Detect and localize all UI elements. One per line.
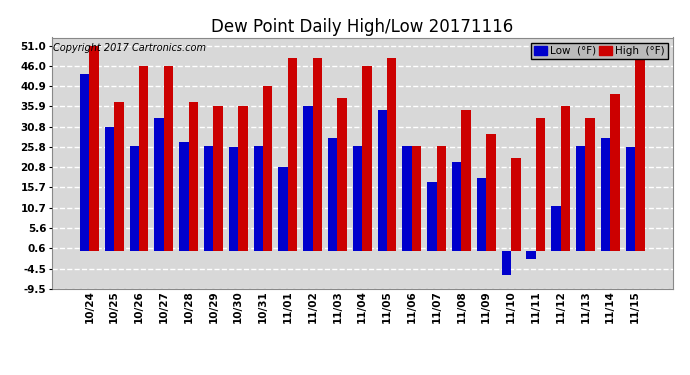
- Bar: [536, 118, 545, 250]
- Bar: [477, 178, 486, 251]
- Bar: [115, 102, 124, 250]
- Bar: [90, 45, 99, 251]
- Bar: [387, 58, 397, 250]
- Bar: [278, 167, 288, 250]
- Bar: [238, 106, 248, 250]
- Bar: [551, 206, 561, 251]
- Bar: [412, 146, 422, 250]
- Bar: [437, 146, 446, 250]
- Bar: [204, 146, 213, 250]
- Bar: [105, 127, 115, 250]
- Bar: [188, 102, 198, 250]
- Bar: [402, 146, 412, 250]
- Bar: [462, 110, 471, 251]
- Bar: [229, 147, 238, 250]
- Bar: [377, 110, 387, 251]
- Bar: [254, 146, 263, 250]
- Bar: [526, 251, 536, 259]
- Bar: [328, 138, 337, 250]
- Bar: [213, 106, 223, 250]
- Bar: [626, 147, 635, 250]
- Bar: [303, 106, 313, 250]
- Bar: [486, 134, 495, 250]
- Bar: [511, 158, 520, 250]
- Bar: [452, 162, 462, 250]
- Bar: [610, 94, 620, 251]
- Bar: [288, 58, 297, 250]
- Bar: [561, 106, 570, 250]
- Bar: [353, 146, 362, 250]
- Bar: [601, 138, 610, 250]
- Bar: [586, 118, 595, 250]
- Bar: [337, 98, 347, 250]
- Title: Dew Point Daily High/Low 20171116: Dew Point Daily High/Low 20171116: [211, 18, 513, 36]
- Bar: [164, 66, 173, 251]
- Legend: Low  (°F), High  (°F): Low (°F), High (°F): [531, 43, 667, 59]
- Bar: [130, 146, 139, 250]
- Bar: [179, 142, 188, 250]
- Bar: [427, 182, 437, 250]
- Bar: [502, 251, 511, 274]
- Bar: [313, 58, 322, 250]
- Bar: [362, 66, 372, 251]
- Bar: [80, 74, 90, 250]
- Bar: [155, 118, 164, 250]
- Text: Copyright 2017 Cartronics.com: Copyright 2017 Cartronics.com: [53, 42, 206, 52]
- Bar: [139, 66, 148, 251]
- Bar: [576, 146, 586, 250]
- Bar: [263, 86, 273, 251]
- Bar: [635, 58, 644, 250]
